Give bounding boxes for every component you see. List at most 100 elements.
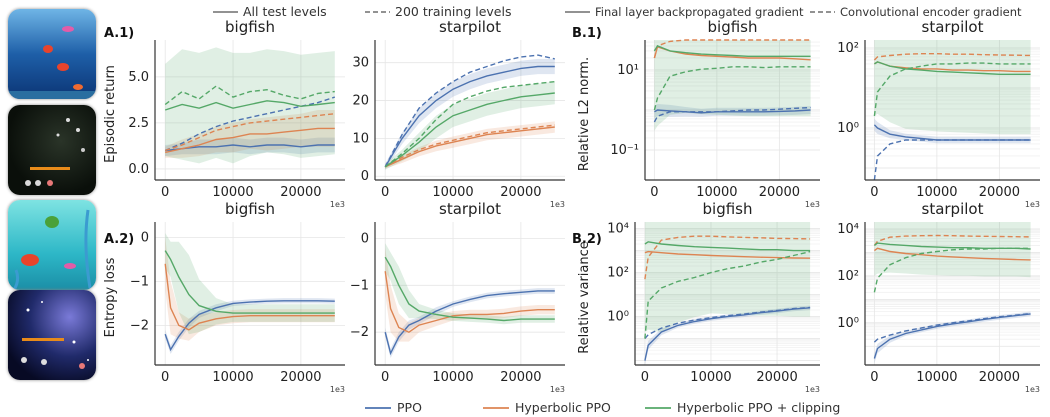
section-label-b1: B.1)	[572, 26, 602, 41]
x-tick-label: 0	[870, 185, 878, 200]
x-tick-label: 20000	[756, 370, 797, 385]
series-line	[384, 271, 555, 334]
y-tick-label: 10²	[607, 266, 629, 281]
series-line	[873, 247, 1031, 261]
confidence-band	[654, 40, 811, 131]
x-tick-label: 10000	[916, 185, 957, 200]
section-label-a1: A.1)	[104, 26, 134, 41]
confidence-band	[165, 233, 335, 335]
series-line	[164, 100, 335, 111]
chart-panel-a1-starpilot: 0 10000 20000 0 10 20 30 1e3 starpilot	[352, 18, 565, 209]
environment-thumbnails	[0, 0, 100, 417]
series-line	[873, 312, 1031, 343]
section-label-a2: A.2)	[104, 232, 134, 247]
spaceship-icon	[21, 301, 89, 369]
confidence-band	[385, 288, 555, 358]
legend-label-conv-encoder: Convolutional encoder gradient	[840, 5, 1022, 19]
chart-panel-b2-starpilot: 0 10000 20000 10⁰ 10² 10⁴ 1e3 starpilot	[837, 200, 1040, 394]
x-tick-label: 20000	[280, 185, 321, 200]
y-tick-label: −1	[130, 274, 149, 289]
x-tick-label: 0	[641, 370, 649, 385]
series-line	[644, 250, 811, 339]
y-tick-label: 5.0	[128, 70, 149, 85]
y-axis-label: Episodic return	[103, 65, 118, 163]
series-line	[644, 306, 811, 340]
series-line	[164, 113, 335, 152]
legend-label: Hyperbolic PPO	[515, 400, 611, 415]
x-exponent-label: 1e3	[1025, 200, 1040, 209]
confidence-band	[874, 40, 1031, 135]
y-tick-label: 10	[352, 131, 369, 146]
series-line	[384, 290, 555, 356]
series-line	[653, 66, 811, 111]
series-line	[644, 250, 811, 259]
y-tick-label: 10⁴	[837, 222, 859, 237]
x-tick-label: 10000	[690, 370, 731, 385]
series-line	[164, 96, 336, 152]
chart-panel-b1-bigfish: 0 10000 20000 10⁻¹ 10¹ 1e3 bigfish Relative L2 …	[577, 18, 820, 209]
series-line	[873, 313, 1031, 359]
chart-title: bigfish	[708, 18, 758, 36]
y-axis-label: Entropy loss	[103, 257, 118, 337]
y-tick-label: 10⁰	[607, 310, 629, 325]
x-tick-label: 20000	[979, 185, 1020, 200]
x-tick-label: 10000	[916, 370, 957, 385]
y-tick-label: 0	[141, 230, 149, 245]
figure: All test levels 200 training levels Fina…	[103, 4, 1040, 415]
series-line	[164, 250, 335, 314]
chart-title: starpilot	[922, 200, 984, 218]
x-tick-label: 0	[381, 370, 389, 385]
chart-panel-a2-bigfish: 0 10000 20000 −2 −1 0 1e3 bigfish Entropy loss	[103, 200, 345, 394]
y-axis-label: Relative variance	[577, 241, 592, 354]
legend-label-final-layer: Final layer backpropagated gradient	[595, 5, 804, 19]
x-tick-label: 20000	[500, 185, 541, 200]
confidence-band	[874, 311, 1031, 364]
x-tick-label: 20000	[759, 185, 800, 200]
legend-label: Hyperbolic PPO + clipping	[677, 400, 840, 415]
thumbnail-starpilot	[8, 290, 96, 380]
confidence-band	[165, 47, 335, 164]
chart-panel-a2-starpilot: 0 10000 20000 −2 −1 0 1e3 starpilot	[350, 200, 565, 394]
x-tick-label: 0	[381, 185, 389, 200]
chart-title: bigfish	[703, 200, 753, 218]
x-tick-label: 20000	[979, 370, 1020, 385]
series-line	[384, 124, 555, 168]
chart-title: starpilot	[439, 200, 501, 218]
series-line	[165, 127, 335, 154]
y-tick-label: 20	[352, 94, 369, 109]
chart-panel-a1-bigfish: 0 10000 20000 0.0 2.5 5.0 1e3 bigfish Episodic r…	[103, 18, 345, 209]
confidence-band	[165, 237, 335, 341]
x-exponent-label: 1e3	[550, 385, 565, 394]
series-line	[873, 62, 1031, 117]
chart-title: starpilot	[439, 18, 501, 36]
x-tick-label: 0	[161, 370, 169, 385]
x-exponent-label: 1e3	[805, 385, 820, 394]
confidence-band	[385, 121, 555, 169]
confidence-band	[644, 305, 811, 365]
series-line	[873, 53, 1031, 61]
y-tick-label: 10⁻¹	[610, 143, 639, 158]
y-tick-label: 10¹	[617, 63, 639, 78]
thumbnail-bigfish	[8, 9, 96, 99]
series-line	[164, 85, 335, 106]
x-exponent-label: 1e3	[330, 200, 345, 209]
x-tick-label: 10000	[432, 370, 473, 385]
y-tick-label: 30	[352, 56, 369, 71]
y-tick-label: 10²	[837, 41, 859, 56]
series-line	[384, 54, 555, 168]
series-line	[653, 45, 811, 57]
confidence-band	[385, 81, 555, 170]
legend-label: PPO	[397, 400, 422, 415]
series-line	[164, 263, 335, 331]
x-exponent-label: 1e3	[1025, 385, 1040, 394]
series-line	[384, 126, 555, 168]
y-tick-label: −2	[350, 325, 369, 340]
confidence-band	[385, 247, 555, 342]
x-tick-label: 20000	[500, 370, 541, 385]
series-line	[384, 92, 555, 168]
series-line	[384, 256, 555, 322]
series-line	[165, 144, 335, 152]
y-tick-label: 10⁰	[837, 316, 859, 331]
x-tick-label: 0	[161, 185, 169, 200]
